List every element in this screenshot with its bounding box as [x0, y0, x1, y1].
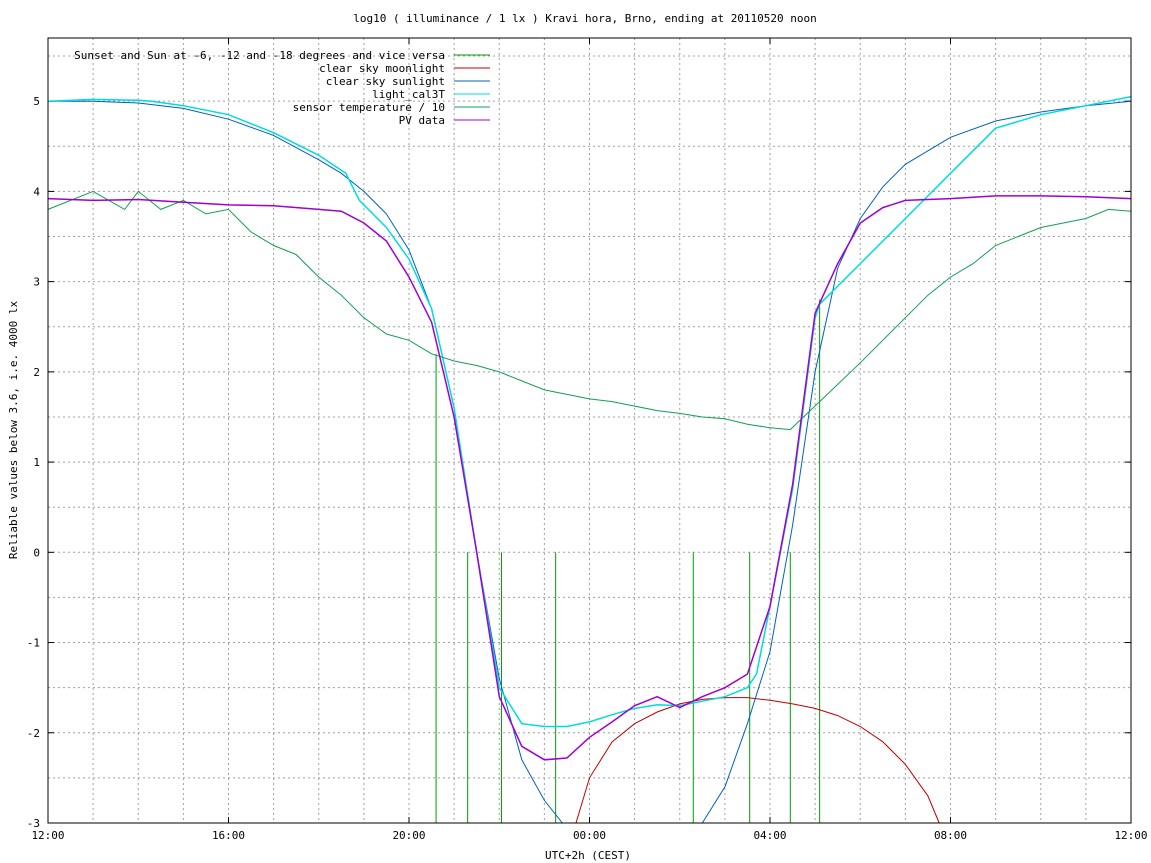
legend-label: PV data	[399, 114, 445, 127]
y-tick-label: 1	[33, 456, 40, 469]
y-tick-label: 5	[33, 95, 40, 108]
plot-series	[47, 95, 1132, 824]
y-tick-label: 4	[33, 185, 40, 198]
plot-frame	[47, 37, 1132, 824]
y-tick-label: 0	[33, 546, 40, 559]
series-line	[47, 190, 1132, 431]
legend-label: light_cal3T	[372, 88, 445, 101]
axis-ticks: 12:00 16:00 20:00 00:00 04:00 08:00 12:00 5 4 3 2 1…	[27, 38, 1148, 842]
legend: Sunset and Sun at -6, -12 and -18 degree…	[74, 49, 490, 127]
series-line	[47, 95, 1132, 728]
y-tick-label: -1	[27, 637, 40, 650]
x-tick-label: 04:00	[753, 829, 786, 842]
series-1	[575, 697, 940, 824]
series-4	[47, 190, 1132, 431]
y-tick-label: -2	[27, 727, 40, 740]
x-axis-label: UTC+2h (CEST)	[545, 849, 631, 862]
x-tick-label: 08:00	[934, 829, 967, 842]
series-0	[435, 299, 821, 823]
grid	[48, 38, 1131, 823]
x-tick-label: 12:00	[1114, 829, 1147, 842]
legend-label: clear sky moonlight	[319, 62, 445, 75]
chart-title: log10 ( illuminance / 1 lx ) Kravi hora,…	[353, 12, 817, 25]
legend-label: Sunset and Sun at -6, -12 and -18 degree…	[74, 49, 445, 62]
series-line	[48, 100, 1132, 824]
legend-label: clear sky sunlight	[326, 75, 445, 88]
x-tick-label: 16:00	[212, 829, 245, 842]
y-axis-label: Reliable values below 3.6, i.e. 4000 lx	[7, 300, 20, 559]
series-5	[47, 195, 1132, 761]
y-tick-label: 2	[33, 366, 40, 379]
series-line	[575, 697, 940, 824]
x-tick-label: 20:00	[392, 829, 425, 842]
y-tick-label: -3	[27, 817, 40, 830]
y-tick-label: 3	[33, 276, 40, 289]
x-tick-label: 12:00	[31, 829, 64, 842]
x-tick-label: 00:00	[573, 829, 606, 842]
series-line	[47, 195, 1132, 761]
series-2	[48, 100, 1132, 824]
legend-label: sensor temperature / 10	[293, 101, 445, 114]
series-3	[47, 95, 1132, 728]
